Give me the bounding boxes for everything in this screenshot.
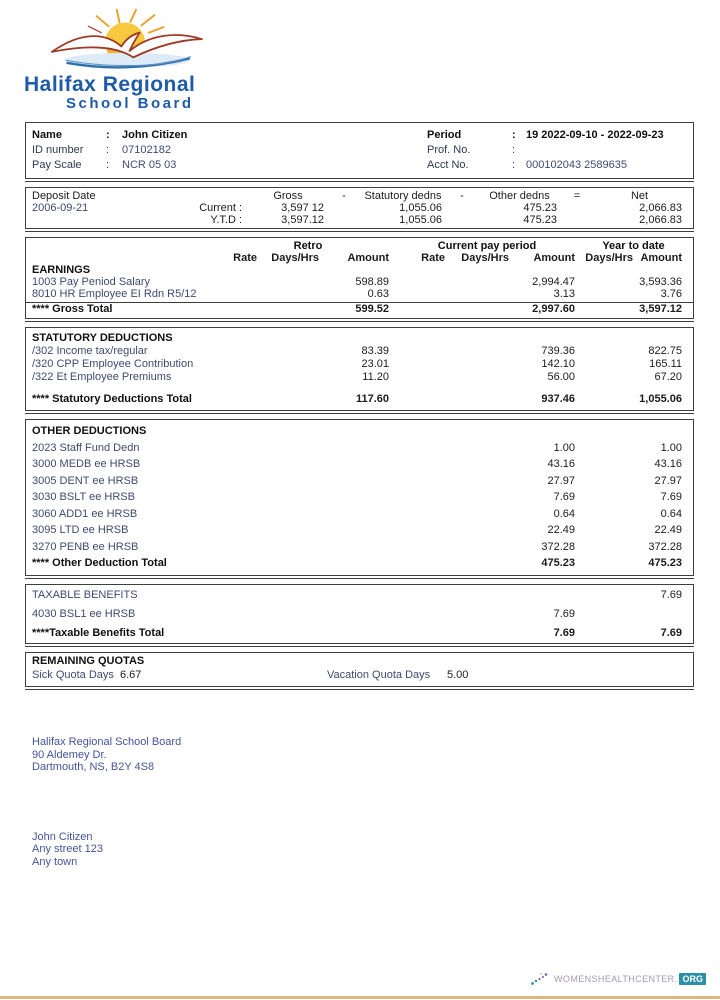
other-deductions-title: OTHER DEDUCTIONS	[32, 425, 147, 437]
paystub-body: Name : John Citizen ID number : 07102182…	[25, 122, 694, 690]
employee-address-line: John Citizen	[32, 830, 93, 843]
remaining-quotas-section: REMAINING QUOTAS Sick Quota Days 6.67 Va…	[25, 652, 694, 690]
net-header: Net	[630, 190, 649, 202]
vacation-quota-label: Vacation Quota Days	[327, 669, 431, 681]
statutory-title: STATUTORY DEDUCTIONS	[32, 332, 173, 344]
employer-address-line: 90 Aldemey Dr.	[32, 748, 107, 761]
acctno-label: Acct No.	[427, 159, 469, 171]
gross-total-row: **** Gross Total 599.52 2,997.60 3,597.1…	[26, 302, 693, 316]
taxable-title-row: TAXABLE BENEFITS 7.69	[26, 587, 693, 604]
info-row-profno: Prof. No. :	[427, 143, 693, 158]
column-group-header-row: Retro Current pay period Year to date	[26, 240, 693, 252]
statutory-dedns-header: Statutory dedns	[364, 190, 442, 202]
taxable-benefits-section: TAXABLE BENEFITS 7.69 4030 BSL1 ee HRSB …	[25, 583, 694, 647]
employer-address-line: Dartmouth, NS, B2Y 4S8	[32, 761, 155, 773]
taxable-row: 4030 BSL1 ee HRSB 7.69	[32, 608, 575, 620]
other-total-row: **** Other Deduction Total 475.23 475.23	[32, 557, 682, 569]
sick-quota-label: Sick Quota Days	[32, 669, 114, 681]
taxable-total-row: ****Taxable Benefits Total 7.69 7.69	[32, 626, 682, 639]
watermark: WOMENSHEALTHCENTER. ORG	[530, 971, 706, 987]
name-value: John Citizen	[122, 129, 188, 141]
statutory-title-row: STATUTORY DEDUCTIONS	[26, 332, 693, 345]
earnings-row: 1003 Pay Peniod Salary 598.89 2,994.47 3…	[32, 276, 682, 288]
logo-subtitle: School Board	[66, 95, 194, 112]
statutory-deductions-section: STATUTORY DEDUCTIONS /302 Income tax/reg…	[25, 327, 694, 414]
quotas-values-row: Sick Quota Days 6.67 Vacation Quota Days…	[26, 668, 693, 683]
other-deduction-row: 3060 ADD1 ee HRSB 0.64 0.64	[32, 507, 682, 520]
logo: Halifax Regional School Board	[0, 0, 720, 112]
deposit-ytd-row: Y.T.D : 3,597.12 1,055.06 475.23 2,066.8…	[210, 214, 682, 226]
payscale-value: NCR 05 03	[122, 159, 177, 171]
other-deduction-row: 3030 BSLT ee HRSB 7.69 7.69	[32, 491, 682, 503]
employee-address-line: Any street 123	[32, 843, 103, 855]
bottom-divider	[0, 996, 720, 999]
employee-address: John Citizen Any street 123 Any town	[32, 831, 720, 869]
deposit-date-header: Deposit Date	[32, 190, 96, 202]
employee-address-line: Any town	[32, 855, 78, 868]
statutory-row: /320 CPP Employee Contribution 23.01 142…	[32, 358, 682, 370]
other-deduction-row: 2023 Staff Fund Dedn 1.00 1.00	[32, 441, 682, 454]
column-header-row: Rate Days/Hrs Amount Rate Days/Hrs Amoun…	[233, 252, 682, 264]
period-value: 19 2022-09-10 - 2022-09-23	[526, 129, 664, 141]
info-row-name: Name : John Citizen	[32, 128, 427, 143]
employee-info-left: Name : John Citizen ID number : 07102182…	[32, 128, 427, 173]
info-row-payscale: Pay Scale : NCR 05 03	[32, 158, 427, 173]
employer-address: Halifax Regional School Board 90 Aldemey…	[32, 736, 720, 774]
other-deduction-row: 3270 PENB ee HRSB 372.28 372.28	[32, 540, 682, 553]
statutory-row: /302 Income tax/regular 83.39 739.36 822…	[32, 345, 682, 357]
employer-address-line: Halifax Regional School Board	[32, 736, 182, 748]
info-row-id: ID number : 07102182	[32, 143, 427, 158]
gross-header: Gross	[273, 190, 303, 202]
id-label: ID number	[32, 144, 84, 156]
watermark-dots-icon	[531, 973, 548, 985]
other-deductions-section: OTHER DEDUCTIONS 2023 Staff Fund Dedn 1.…	[25, 419, 694, 578]
payscale-label: Pay Scale	[32, 159, 82, 171]
info-row-period: Period : 19 2022-09-10 - 2022-09-23	[427, 128, 693, 143]
vacation-quota-value: 5.00	[447, 669, 469, 681]
deposit-header-row: Deposit Date Gross - Statutory dedns - O…	[26, 190, 693, 202]
ytd-group-header: Year to date	[602, 240, 665, 252]
earnings-title-row: EARNINGS	[26, 264, 693, 276]
other-title-row: OTHER DEDUCTIONS	[26, 423, 693, 440]
sick-quota-value: 6.67	[120, 669, 142, 681]
statutory-row: /322 Et Employee Premiums 11.20 56.00 67…	[32, 371, 682, 383]
other-deduction-row: 3095 LTD ee HRSB 22.49 22.49	[32, 524, 682, 536]
earnings-title: EARNINGS	[32, 264, 91, 276]
employee-info-right: Period : 19 2022-09-10 - 2022-09-23 Prof…	[427, 128, 693, 173]
info-row-acctno: Acct No. : 000102043 2589635	[427, 158, 693, 173]
earnings-section: Retro Current pay period Year to date Ra…	[25, 237, 694, 322]
deposit-current-row: 2006-09-21 Current : 3,597 12 1,055.06 4…	[32, 202, 682, 214]
quotas-title-row: REMAINING QUOTAS	[26, 655, 693, 668]
other-deduction-row: 3000 MEDB ee HRSB 43.16 43.16	[32, 458, 682, 470]
profno-label: Prof. No.	[427, 144, 471, 156]
profno-value	[526, 143, 693, 158]
retro-group-header: Retro	[293, 240, 323, 252]
deposit-date-value: 2006-09-21	[32, 202, 89, 214]
deposit-section: Deposit Date Gross - Statutory dedns - O…	[25, 187, 694, 232]
remaining-quotas-title: REMAINING QUOTAS	[32, 655, 145, 667]
employee-info-section: Name : John Citizen ID number : 07102182…	[25, 122, 694, 182]
current-group-header: Current pay period	[437, 240, 537, 252]
logo-title: Halifax Regional	[24, 73, 196, 96]
name-label: Name	[32, 129, 62, 141]
taxable-benefits-title: TAXABLE BENEFITS	[32, 588, 138, 601]
statutory-total-row: **** Statutory Deductions Total 117.60 9…	[32, 393, 682, 405]
school-board-logo-icon	[50, 8, 203, 69]
watermark-text: WOMENSHEALTHCENTER.	[554, 974, 678, 984]
period-label: Period	[427, 129, 462, 141]
earnings-row: 8010 HR Employee EI Rdn R5/12 0.63 3.13 …	[32, 288, 682, 300]
other-dedns-header: Other dedns	[489, 190, 550, 202]
id-value: 07102182	[122, 144, 171, 156]
watermark-org-badge: ORG	[679, 973, 706, 985]
acctno-value: 000102043 2589635	[526, 159, 627, 171]
other-deduction-row: 3005 DENT ee HRSB 27.97 27.97	[32, 474, 682, 487]
